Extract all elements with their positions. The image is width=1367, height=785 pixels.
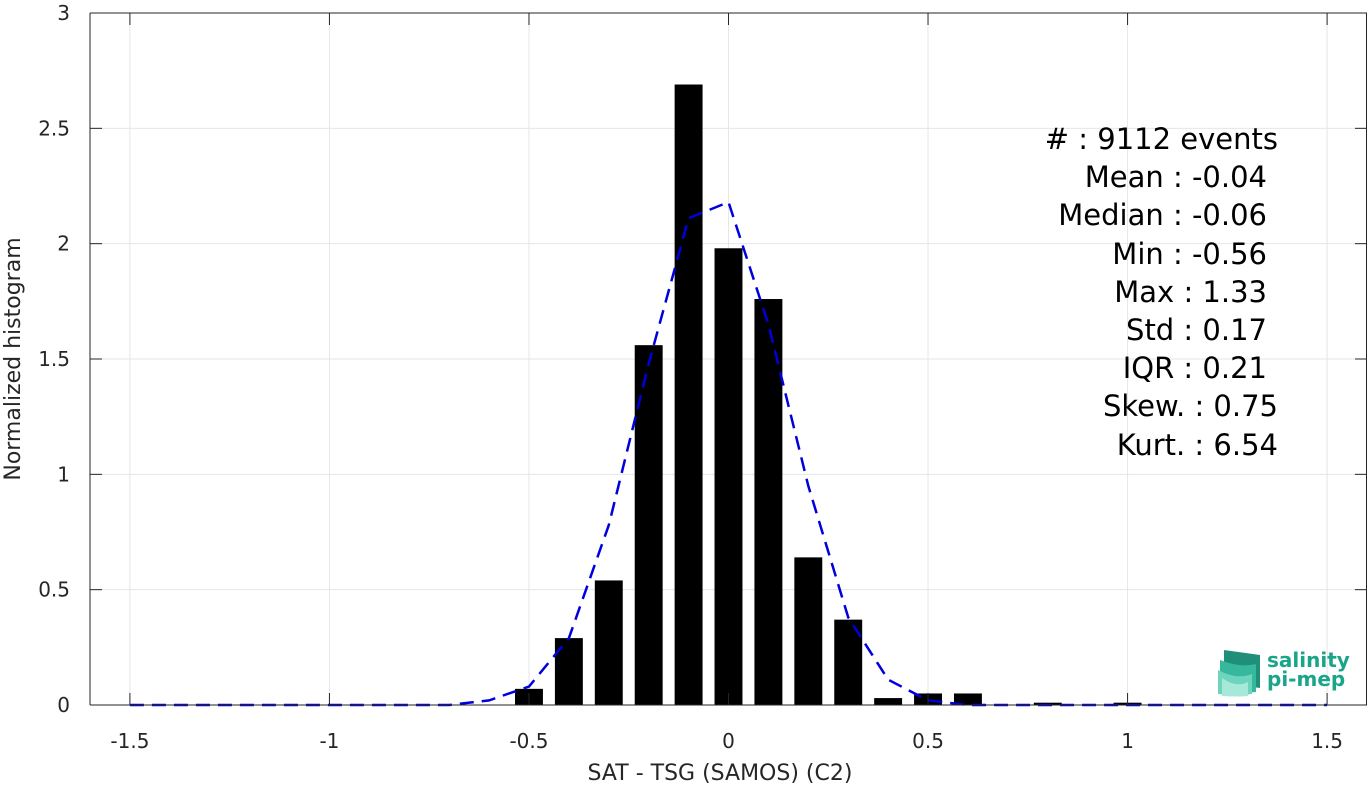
histogram-bar-6 (754, 299, 783, 705)
salinity-pimep-logo: salinity pi-mep (1218, 648, 1350, 697)
histogram-bar-11 (953, 693, 982, 705)
x-tick-label-5: 1 (1121, 729, 1134, 753)
wave-logo-icon (1218, 650, 1260, 697)
y-tick-label-2: 1 (57, 462, 70, 486)
x-tick-label-3: 0 (722, 729, 735, 753)
histogram-bar-2 (594, 580, 623, 705)
x-tick-labels: -1.5 -1 -0.5 0 0.5 1 1.5 (110, 729, 1343, 753)
stats-box: # : 9112 events Mean : -0.04 Median : -0… (1045, 122, 1278, 462)
histogram-bars (515, 84, 1142, 706)
x-axis-label: SAT - TSG (SAMOS) (C2) (588, 761, 853, 785)
y-tick-label-4: 2 (57, 232, 70, 256)
stat-iqr: IQR : 0.21 (1123, 351, 1267, 385)
stat-mean: Mean : -0.04 (1085, 160, 1267, 194)
histogram-bar-4 (674, 84, 703, 706)
x-tick-label-4: 0.5 (912, 729, 944, 753)
y-tick-labels: 0 0.5 1 1.5 2 2.5 3 (38, 1, 70, 717)
stat-kurt: Kurt. : 6.54 (1117, 428, 1278, 462)
stat-max: Max : 1.33 (1114, 275, 1267, 309)
stat-std: Std : 0.17 (1126, 313, 1267, 347)
stat-count: # : 9112 events (1045, 122, 1278, 156)
x-tick-label-6: 1.5 (1311, 729, 1343, 753)
x-tick-label-1: -1 (319, 729, 339, 753)
x-tick-label-2: -0.5 (509, 729, 548, 753)
x-tick-label-0: -1.5 (110, 729, 149, 753)
y-axis-label: Normalized histogram (1, 237, 26, 480)
logo-text-salinity: salinity (1267, 648, 1350, 672)
y-tick-label-0: 0 (57, 693, 70, 717)
logo-text-pimep: pi-mep (1267, 667, 1345, 691)
stat-min: Min : -0.56 (1112, 237, 1267, 271)
histogram-bar-9 (874, 698, 903, 705)
stat-skew: Skew. : 0.75 (1103, 389, 1278, 423)
y-tick-label-1: 0.5 (38, 578, 70, 602)
y-tick-label-6: 3 (57, 1, 70, 25)
y-tick-label-3: 1.5 (38, 347, 70, 371)
y-tick-label-5: 2.5 (38, 116, 70, 140)
stat-median: Median : -0.06 (1058, 198, 1267, 232)
histogram-bar-5 (714, 248, 743, 705)
histogram-bar-7 (794, 557, 823, 705)
